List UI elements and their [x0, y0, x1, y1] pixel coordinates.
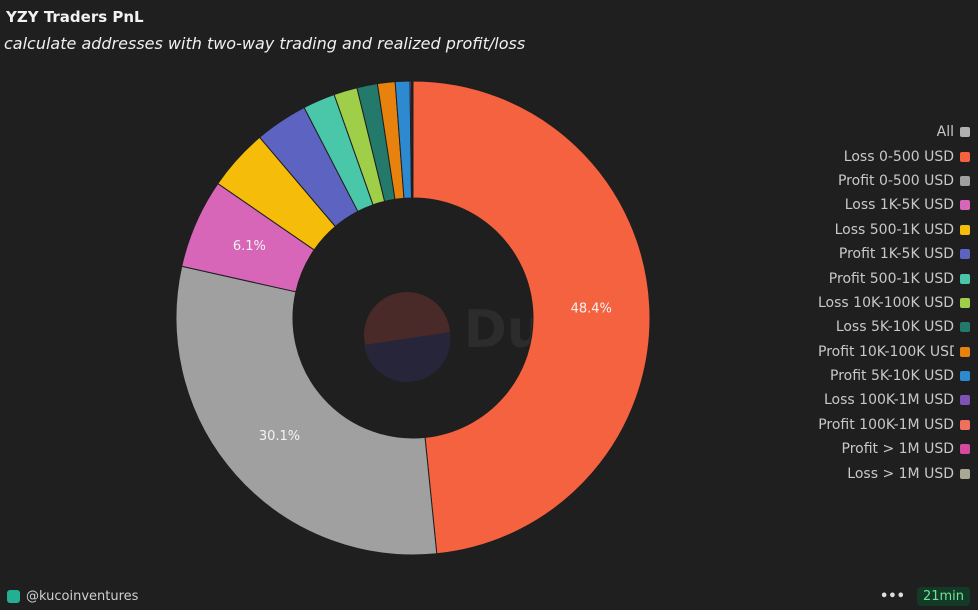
legend-item[interactable]: Profit 500-1K USD	[800, 266, 970, 290]
menu[interactable]: •••	[880, 589, 905, 604]
legend-swatch	[960, 468, 970, 479]
legend-label: Profit 100K-1M USD	[818, 416, 954, 433]
legend-item[interactable]: Profit 5K-10K USD	[800, 364, 970, 388]
legend-item[interactable]: Profit 100K-1M USD	[800, 413, 970, 437]
legend-label: Loss > 1M USD	[847, 465, 954, 482]
avatar	[7, 590, 20, 603]
slice	[412, 80, 651, 555]
legend-swatch	[960, 249, 970, 260]
legend-label: Profit 0-500 USD	[837, 172, 954, 189]
chart-title: YZY Traders PnL	[6, 8, 144, 26]
author[interactable]: @kucoinventures	[26, 589, 139, 604]
legend-swatch	[960, 371, 970, 382]
footer-author: @kucoinventures	[7, 589, 138, 604]
legend-label: Loss 0-500 USD	[843, 148, 954, 165]
chart-subtitle: calculate addresses with two-way trading…	[4, 34, 526, 53]
legend-swatch	[960, 273, 970, 284]
legend-label: All	[936, 124, 954, 141]
legend-swatch	[960, 395, 970, 406]
legend-label: Profit 1K-5K USD	[838, 246, 954, 263]
legend-label: Loss 1K-5K USD	[844, 197, 954, 214]
legend-item[interactable]: Profit 1K-5K USD	[800, 242, 970, 266]
legend-swatch	[960, 444, 970, 455]
legend-item[interactable]: Loss 10K-100K USD	[800, 291, 970, 315]
legend-swatch	[960, 419, 970, 430]
logo-part	[364, 332, 451, 382]
legend-label: Loss 10K-100K USD	[818, 294, 954, 311]
legend-label: Profit 500-1K USD	[828, 270, 954, 287]
data-label: 30.1%	[259, 429, 300, 444]
legend-item[interactable]: Profit > 1M USD	[800, 437, 970, 461]
legend-label: Profit 10K-100K USD	[818, 343, 954, 360]
legend-item[interactable]: Loss 0-500 USD	[800, 144, 970, 168]
data-label: 48.4%	[571, 302, 612, 317]
legend-label: Loss 5K-10K USD	[835, 319, 954, 336]
age: 21min	[916, 587, 970, 606]
legend-item[interactable]: Profit 10K-100K USD	[800, 340, 970, 364]
legend-item[interactable]: Profit 0-500 USD	[800, 169, 970, 193]
legend-item[interactable]: Loss 5K-10K USD	[800, 315, 970, 339]
legend-swatch	[960, 200, 970, 211]
legend-item[interactable]: Loss > 1M USD	[800, 461, 970, 485]
legend-label: Profit 5K-10K USD	[830, 368, 954, 385]
legend-item[interactable]: Loss 500-1K USD	[800, 218, 970, 242]
legend-label: Profit > 1M USD	[841, 441, 955, 458]
legend-item[interactable]: Loss 100K-1M USD	[800, 388, 970, 412]
legend: All Loss 0-500 USD Profit 0-500 USD Loss 1K…	[800, 120, 970, 486]
legend-item[interactable]: Loss 1K-5K USD	[800, 193, 970, 217]
slice	[175, 265, 438, 556]
legend-label: Loss 100K-1M USD	[824, 392, 954, 409]
legend-swatch	[960, 224, 970, 235]
legend-swatch	[960, 151, 970, 162]
legend-swatch	[960, 127, 970, 138]
legend-item[interactable]: All	[800, 120, 970, 144]
footer-status: ••• 21min	[880, 587, 970, 606]
legend-swatch	[960, 297, 970, 308]
legend-swatch	[960, 322, 970, 333]
data-label: 6.1%	[233, 239, 266, 254]
legend-label: Loss 500-1K USD	[834, 221, 954, 238]
legend-swatch	[960, 175, 970, 186]
legend-swatch	[960, 346, 970, 357]
